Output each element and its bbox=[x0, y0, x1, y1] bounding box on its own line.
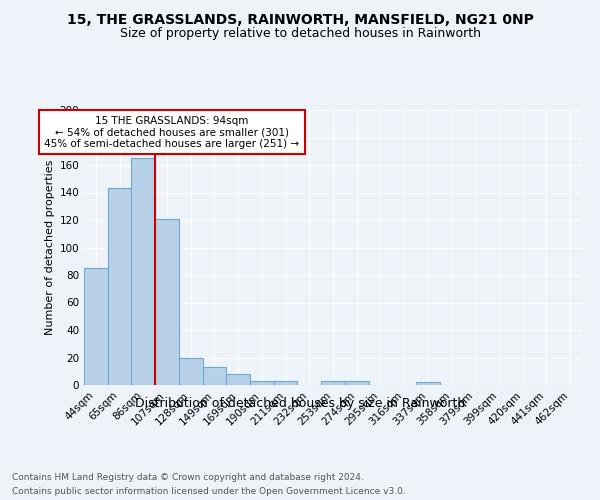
Bar bbox=[226, 374, 250, 385]
Bar bbox=[345, 381, 368, 385]
Text: Contains HM Land Registry data © Crown copyright and database right 2024.: Contains HM Land Registry data © Crown c… bbox=[12, 472, 364, 482]
Bar bbox=[179, 358, 203, 385]
Bar bbox=[321, 381, 345, 385]
Text: Distribution of detached houses by size in Rainworth: Distribution of detached houses by size … bbox=[135, 398, 465, 410]
Bar bbox=[203, 367, 226, 385]
Text: 15, THE GRASSLANDS, RAINWORTH, MANSFIELD, NG21 0NP: 15, THE GRASSLANDS, RAINWORTH, MANSFIELD… bbox=[67, 12, 533, 26]
Bar bbox=[155, 218, 179, 385]
Bar bbox=[274, 381, 298, 385]
Bar bbox=[84, 268, 108, 385]
Y-axis label: Number of detached properties: Number of detached properties bbox=[45, 160, 55, 335]
Bar bbox=[416, 382, 440, 385]
Bar bbox=[108, 188, 131, 385]
Text: Contains public sector information licensed under the Open Government Licence v3: Contains public sector information licen… bbox=[12, 488, 406, 496]
Bar bbox=[131, 158, 155, 385]
Text: Size of property relative to detached houses in Rainworth: Size of property relative to detached ho… bbox=[119, 28, 481, 40]
Text: 15 THE GRASSLANDS: 94sqm
← 54% of detached houses are smaller (301)
45% of semi-: 15 THE GRASSLANDS: 94sqm ← 54% of detach… bbox=[44, 116, 299, 148]
Bar bbox=[250, 381, 274, 385]
